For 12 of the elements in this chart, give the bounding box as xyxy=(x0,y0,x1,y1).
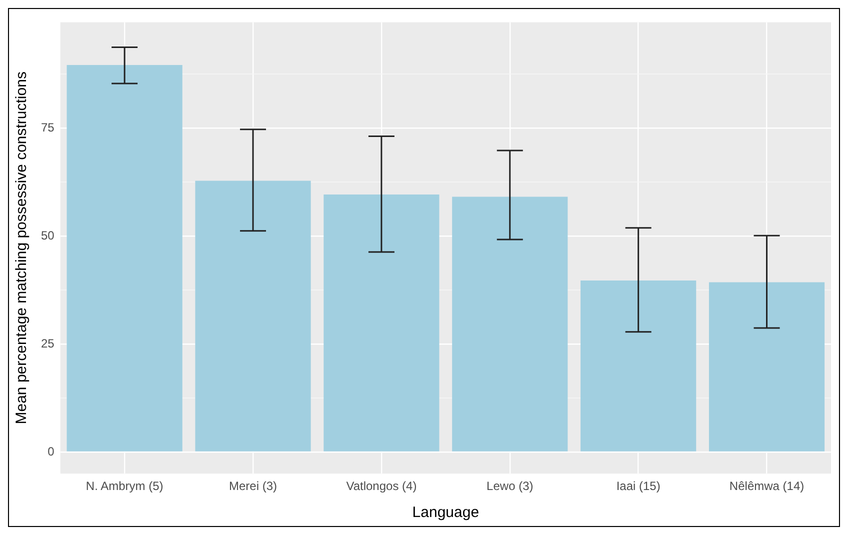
x-axis-title: Language xyxy=(412,504,480,522)
y-tick-label: 25 xyxy=(40,336,55,350)
x-tick-label: Iaai (15) xyxy=(616,479,660,494)
x-tick-label: Lewo (3) xyxy=(486,479,534,494)
x-tick-label: Vatlongos (4) xyxy=(346,479,417,494)
x-tick-label: N. Ambrym (5) xyxy=(86,479,164,494)
y-axis-title: Mean percentage matching possessive constructions xyxy=(13,72,30,424)
x-tick-label: Nêlêmwa (14) xyxy=(729,479,804,494)
y-tick-label: 50 xyxy=(40,228,55,242)
x-tick-label: Merei (3) xyxy=(229,479,278,494)
y-tick-label: 75 xyxy=(40,120,55,134)
y-tick-label: 0 xyxy=(48,444,55,458)
